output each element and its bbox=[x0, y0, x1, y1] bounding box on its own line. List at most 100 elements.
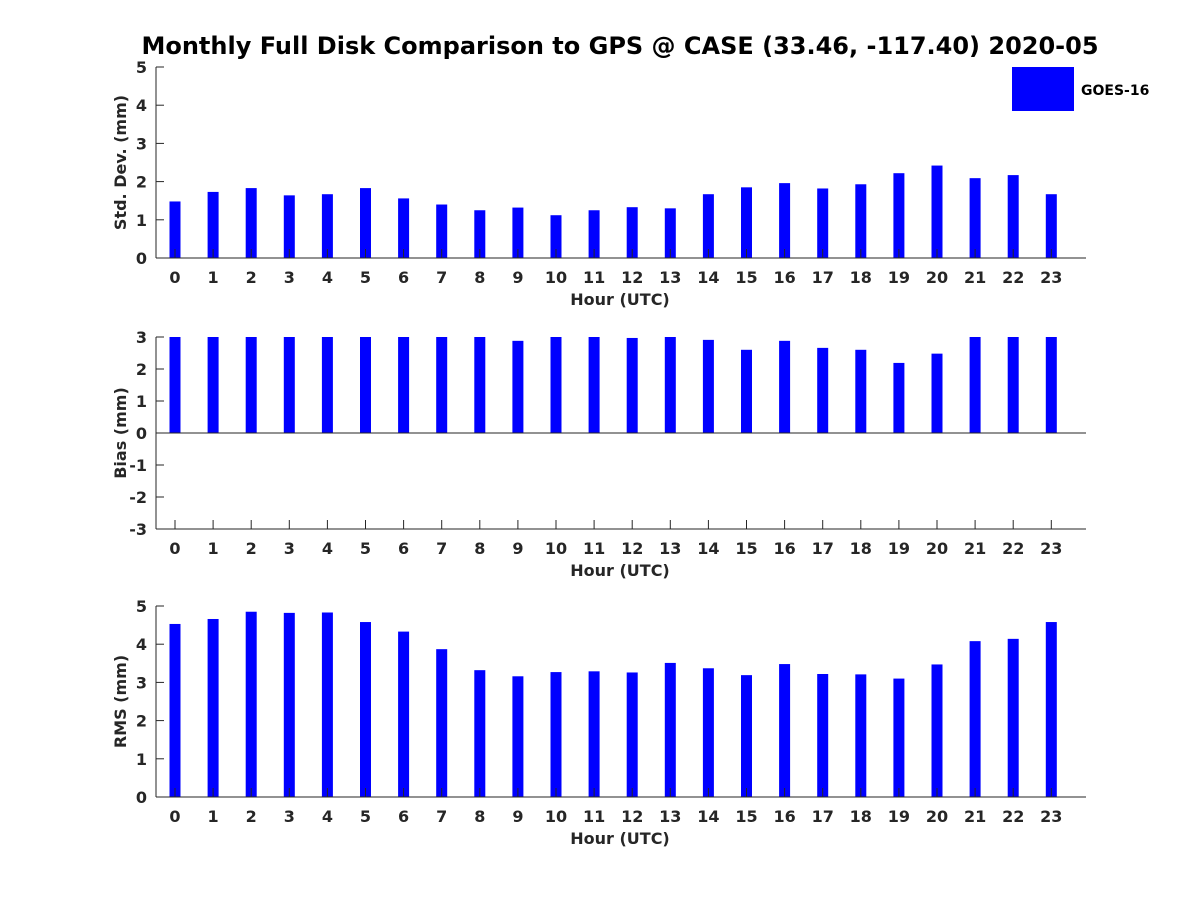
y-tick-label: 2 bbox=[136, 360, 147, 379]
x-tick-label: 4 bbox=[322, 268, 333, 287]
bar-hour-19 bbox=[893, 362, 905, 433]
bar-hour-21 bbox=[969, 641, 981, 797]
x-tick-label: 6 bbox=[398, 807, 409, 826]
x-tick-label: 12 bbox=[621, 807, 643, 826]
bar-hour-6 bbox=[398, 631, 410, 797]
bar-hour-5 bbox=[360, 622, 371, 797]
x-tick-label: 6 bbox=[398, 539, 409, 558]
x-tick-label: 5 bbox=[360, 268, 371, 287]
y-axis-label: RMS (mm) bbox=[111, 655, 130, 748]
bar-hour-14 bbox=[702, 194, 714, 258]
x-tick-label: 8 bbox=[474, 539, 485, 558]
bar-hour-21 bbox=[969, 178, 981, 258]
x-tick-label: 17 bbox=[812, 539, 834, 558]
x-tick-label: 22 bbox=[1002, 807, 1024, 826]
bar-hour-8 bbox=[474, 670, 486, 797]
bar-hour-8 bbox=[474, 337, 486, 433]
y-tick-label: -3 bbox=[129, 520, 147, 539]
bar-hour-18 bbox=[855, 184, 867, 258]
bar-hour-16 bbox=[779, 664, 791, 797]
bar-hour-23 bbox=[1045, 194, 1057, 258]
bar-hour-17 bbox=[817, 347, 829, 433]
x-tick-label: 13 bbox=[659, 268, 681, 287]
legend-label: GOES-16 bbox=[1081, 83, 1149, 99]
bar-hour-0 bbox=[169, 623, 181, 797]
y-tick-label: 0 bbox=[136, 788, 147, 807]
bar-hour-16 bbox=[779, 340, 791, 433]
bar-hour-22 bbox=[1007, 638, 1019, 797]
bar-hour-13 bbox=[664, 208, 676, 258]
x-axis-label: Hour (UTC) bbox=[570, 829, 670, 848]
bar-hour-5 bbox=[360, 188, 371, 258]
x-tick-label: 3 bbox=[284, 807, 295, 826]
bar-hour-1 bbox=[207, 191, 219, 258]
bar-hour-13 bbox=[664, 662, 676, 797]
x-tick-label: 8 bbox=[474, 268, 485, 287]
bar-hour-2 bbox=[245, 188, 257, 258]
x-tick-label: 21 bbox=[964, 268, 986, 287]
x-tick-label: 8 bbox=[474, 807, 485, 826]
bar-hour-22 bbox=[1007, 175, 1019, 258]
x-tick-label: 20 bbox=[926, 539, 948, 558]
y-tick-label: 1 bbox=[136, 211, 147, 230]
bar-hour-3 bbox=[283, 195, 295, 258]
bar-hour-12 bbox=[626, 207, 638, 258]
x-tick-label: 11 bbox=[583, 807, 605, 826]
y-axis-label: Std. Dev. (mm) bbox=[111, 95, 130, 230]
x-tick-label: 7 bbox=[436, 807, 447, 826]
bar-hour-15 bbox=[741, 349, 752, 433]
y-tick-label: 2 bbox=[136, 173, 147, 192]
legend-swatch bbox=[1012, 67, 1074, 111]
y-tick-label: 5 bbox=[136, 597, 147, 616]
y-tick-label: 3 bbox=[136, 134, 147, 153]
x-tick-label: 3 bbox=[284, 268, 295, 287]
x-tick-label: 14 bbox=[697, 268, 719, 287]
y-tick-label: -2 bbox=[129, 488, 147, 507]
x-tick-label: 12 bbox=[621, 268, 643, 287]
x-tick-label: 23 bbox=[1040, 807, 1062, 826]
bar-hour-16 bbox=[779, 183, 791, 258]
bar-hour-23 bbox=[1045, 622, 1057, 797]
bar-hour-15 bbox=[741, 187, 752, 258]
bar-hour-3 bbox=[283, 337, 295, 433]
x-tick-label: 11 bbox=[583, 539, 605, 558]
bar-hour-20 bbox=[931, 353, 943, 433]
y-tick-label: 0 bbox=[136, 249, 147, 268]
bar-hour-11 bbox=[588, 337, 600, 433]
x-tick-label: 16 bbox=[773, 268, 795, 287]
x-tick-label: 2 bbox=[246, 807, 257, 826]
bar-hour-23 bbox=[1045, 337, 1057, 433]
x-tick-label: 19 bbox=[888, 807, 910, 826]
y-axis-label: Bias (mm) bbox=[111, 387, 130, 479]
bar-hour-11 bbox=[588, 671, 600, 797]
y-tick-label: 3 bbox=[136, 328, 147, 347]
x-tick-label: 20 bbox=[926, 807, 948, 826]
x-tick-label: 23 bbox=[1040, 268, 1062, 287]
x-tick-label: 22 bbox=[1002, 539, 1024, 558]
x-axis-label: Hour (UTC) bbox=[570, 561, 670, 580]
x-tick-label: 10 bbox=[545, 539, 567, 558]
bar-hour-7 bbox=[436, 337, 448, 433]
bar-hour-8 bbox=[474, 210, 486, 258]
bar-hour-11 bbox=[588, 210, 600, 258]
y-tick-label: 4 bbox=[136, 96, 147, 115]
x-tick-label: 9 bbox=[512, 539, 523, 558]
bar-hour-17 bbox=[817, 188, 829, 258]
x-tick-label: 20 bbox=[926, 268, 948, 287]
bar-hour-18 bbox=[855, 674, 867, 797]
bar-hour-2 bbox=[245, 611, 257, 797]
y-tick-label: 2 bbox=[136, 712, 147, 731]
bar-hour-7 bbox=[436, 204, 448, 258]
y-tick-label: 5 bbox=[136, 58, 147, 77]
bar-hour-20 bbox=[931, 165, 943, 258]
x-tick-label: 14 bbox=[697, 539, 719, 558]
x-tick-label: 21 bbox=[964, 807, 986, 826]
bar-hour-6 bbox=[398, 198, 410, 258]
x-tick-label: 11 bbox=[583, 268, 605, 287]
y-tick-label: 4 bbox=[136, 635, 147, 654]
bar-hour-5 bbox=[360, 337, 371, 433]
x-tick-label: 22 bbox=[1002, 268, 1024, 287]
